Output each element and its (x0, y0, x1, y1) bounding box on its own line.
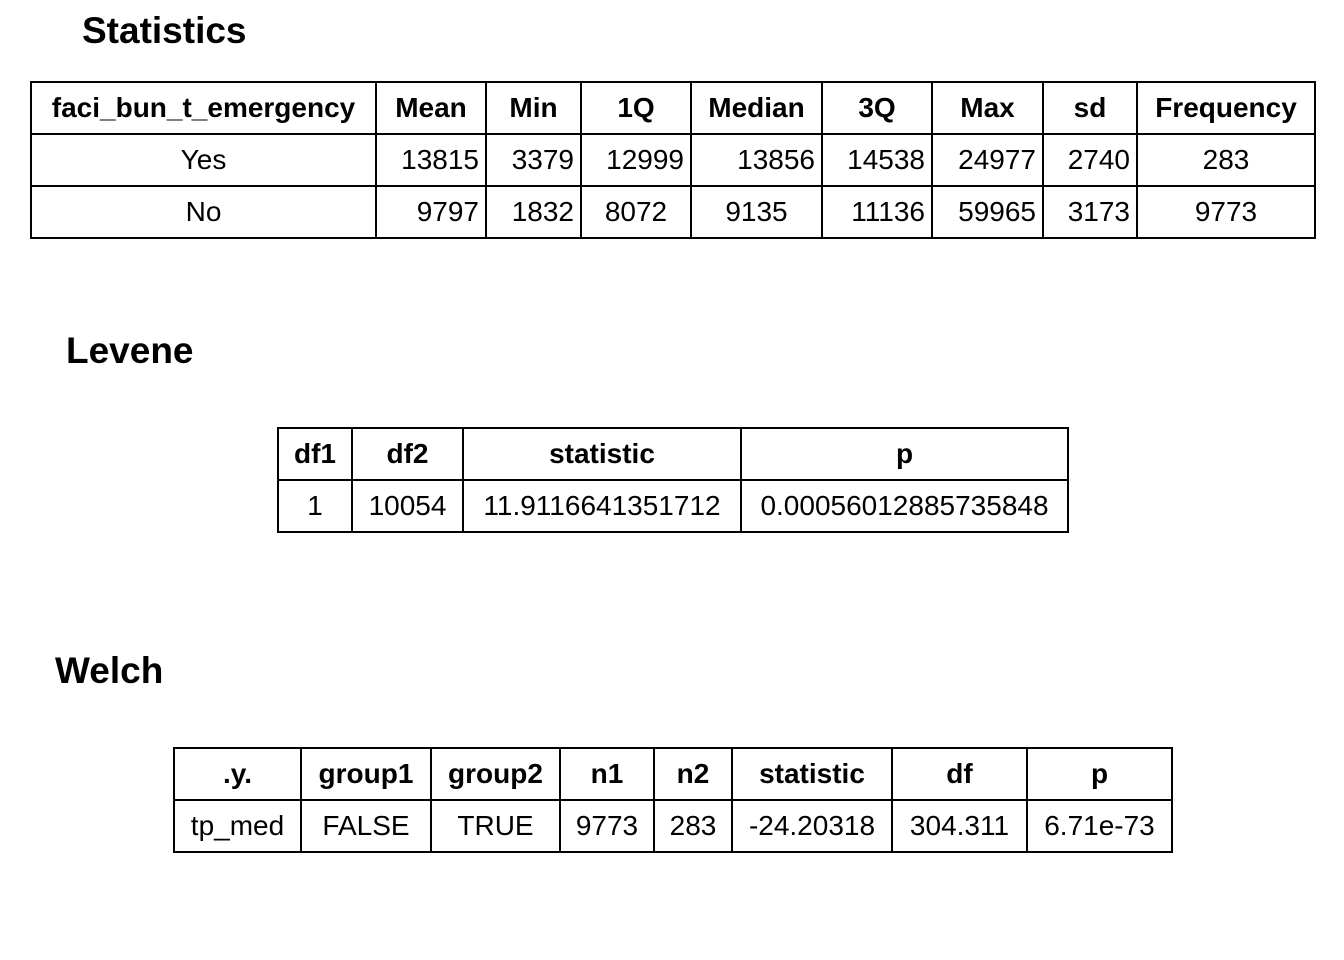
column-header: Min (485, 81, 582, 135)
table-cell: 283 (1136, 133, 1316, 187)
levene-table: df1 df2 statistic p 1 10054 11.911664135… (277, 427, 1069, 533)
table-cell: tp_med (173, 799, 302, 853)
column-header: group1 (300, 747, 432, 801)
levene-title: Levene (66, 330, 194, 371)
table-cell: 3173 (1042, 185, 1138, 239)
table-cell: 9773 (559, 799, 655, 853)
table-cell: 12999 (580, 133, 692, 187)
column-header: df1 (277, 427, 353, 481)
table-cell: 13856 (690, 133, 823, 187)
column-header: Mean (375, 81, 487, 135)
column-header: .y. (173, 747, 302, 801)
table-cell: 24977 (931, 133, 1044, 187)
welch-title: Welch (55, 650, 164, 691)
table-cell: TRUE (430, 799, 561, 853)
welch-table: .y. group1 group2 n1 n2 statistic df p t… (173, 747, 1173, 853)
column-header: group2 (430, 747, 561, 801)
table-cell: FALSE (300, 799, 432, 853)
table-cell: 9797 (375, 185, 487, 239)
table-cell: 59965 (931, 185, 1044, 239)
column-header: Frequency (1136, 81, 1316, 135)
column-header: p (740, 427, 1069, 481)
column-header: Median (690, 81, 823, 135)
table-cell: No (30, 185, 377, 239)
table-cell: 304.311 (891, 799, 1028, 853)
table-cell: 8072 (580, 185, 692, 239)
column-header: sd (1042, 81, 1138, 135)
table-cell: 283 (653, 799, 733, 853)
table-row: tp_med FALSE TRUE 9773 283 -24.20318 304… (173, 799, 1173, 853)
column-header: statistic (731, 747, 893, 801)
table-cell: 13815 (375, 133, 487, 187)
column-header: p (1026, 747, 1173, 801)
column-header: df2 (351, 427, 464, 481)
column-header: n1 (559, 747, 655, 801)
statistics-table: faci_bun_t_emergency Mean Min 1Q Median … (30, 81, 1316, 239)
table-cell: 10054 (351, 479, 464, 533)
table-cell: 9773 (1136, 185, 1316, 239)
table-cell: 11.9116641351712 (462, 479, 742, 533)
column-header: statistic (462, 427, 742, 481)
table-cell: 6.71e-73 (1026, 799, 1173, 853)
column-header: 1Q (580, 81, 692, 135)
table-header-row: df1 df2 statistic p (277, 427, 1069, 481)
table-cell: 11136 (821, 185, 933, 239)
table-header-row: .y. group1 group2 n1 n2 statistic df p (173, 747, 1173, 801)
table-cell: 1 (277, 479, 353, 533)
statistics-title: Statistics (82, 10, 247, 51)
table-cell: 9135 (690, 185, 823, 239)
table-cell: Yes (30, 133, 377, 187)
table-row: No 9797 1832 8072 9135 11136 59965 3173 … (30, 185, 1316, 239)
table-cell: 0.00056012885735848 (740, 479, 1069, 533)
table-row: 1 10054 11.9116641351712 0.0005601288573… (277, 479, 1069, 533)
table-header-row: faci_bun_t_emergency Mean Min 1Q Median … (30, 81, 1316, 135)
table-cell: 3379 (485, 133, 582, 187)
column-header: df (891, 747, 1028, 801)
column-header: faci_bun_t_emergency (30, 81, 377, 135)
table-cell: -24.20318 (731, 799, 893, 853)
column-header: n2 (653, 747, 733, 801)
table-cell: 14538 (821, 133, 933, 187)
column-header: Max (931, 81, 1044, 135)
table-cell: 2740 (1042, 133, 1138, 187)
table-cell: 1832 (485, 185, 582, 239)
table-row: Yes 13815 3379 12999 13856 14538 24977 2… (30, 133, 1316, 187)
column-header: 3Q (821, 81, 933, 135)
